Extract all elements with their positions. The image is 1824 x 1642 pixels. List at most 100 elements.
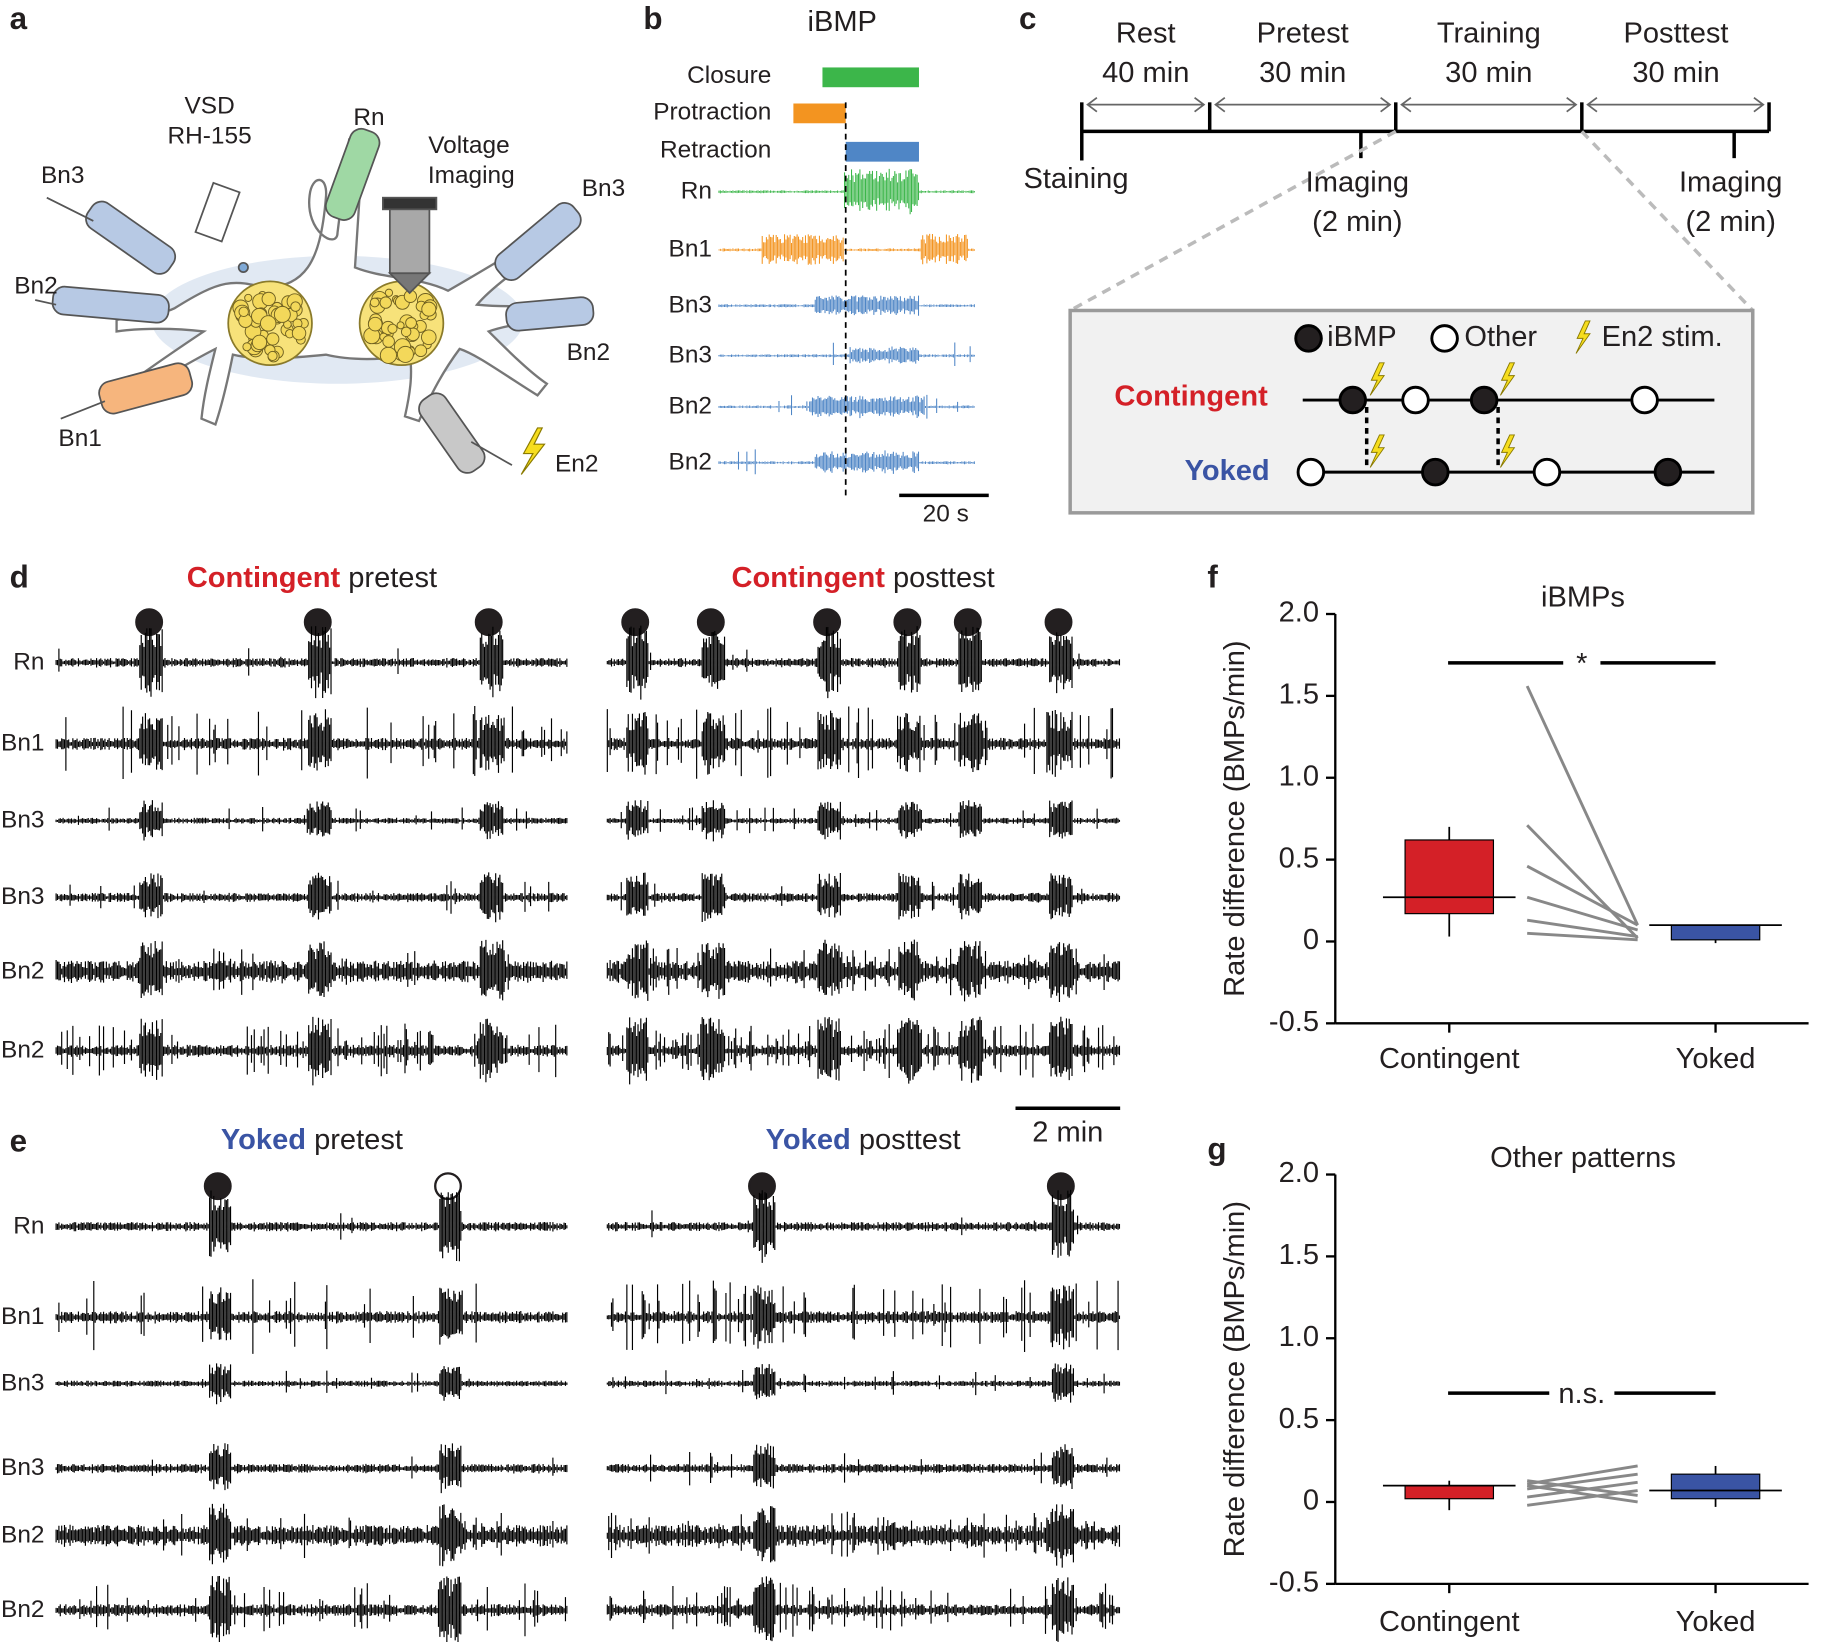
chart-title: iBMPs bbox=[1541, 582, 1625, 614]
y-tick-label: 2.0 bbox=[1279, 1157, 1319, 1189]
y-tick-label: 0.5 bbox=[1279, 842, 1319, 874]
panel-label: e bbox=[10, 1123, 27, 1158]
label: Voltage bbox=[428, 132, 509, 159]
cell bbox=[396, 321, 405, 330]
legend-label: Other bbox=[1464, 321, 1537, 353]
trace bbox=[55, 1363, 568, 1405]
trace bbox=[606, 1363, 1121, 1403]
cell bbox=[259, 315, 277, 332]
trace bbox=[606, 1576, 1121, 1642]
cell bbox=[405, 317, 417, 329]
event-marker bbox=[696, 608, 725, 637]
label: Bn2 bbox=[567, 339, 610, 366]
panel-label: f bbox=[1207, 559, 1218, 594]
trace bbox=[55, 1503, 568, 1567]
cell bbox=[242, 342, 252, 352]
channel-label: Rn bbox=[681, 177, 712, 204]
channel-label: Bn1 bbox=[1, 730, 44, 757]
trace bbox=[718, 342, 975, 366]
condition-label: Contingent bbox=[1114, 380, 1268, 412]
protocol bbox=[1294, 324, 1715, 487]
cell bbox=[421, 329, 437, 346]
electrodes bbox=[34, 127, 595, 474]
box bbox=[1404, 839, 1495, 915]
label: En2 bbox=[555, 451, 598, 478]
trace bbox=[606, 706, 1121, 779]
channel-label: Rn bbox=[13, 648, 44, 675]
nerves bbox=[115, 138, 589, 427]
phase: pretest bbox=[314, 1123, 403, 1155]
arrows bbox=[1069, 96, 1765, 313]
trace bbox=[606, 1504, 1121, 1568]
x-tick-label: Yoked bbox=[1676, 1043, 1756, 1075]
group: Yoked bbox=[221, 1123, 306, 1155]
trace bbox=[606, 1443, 1121, 1489]
box bbox=[1404, 1485, 1495, 1500]
channel-label: Bn2 bbox=[1, 1522, 44, 1549]
y-tick-label: 1.5 bbox=[1279, 1239, 1319, 1271]
trace-title: Yoked pretest bbox=[221, 1123, 403, 1155]
channel-label: Bn3 bbox=[1, 1369, 44, 1396]
group: Contingent bbox=[187, 562, 341, 594]
paired-line bbox=[1526, 1489, 1638, 1507]
channel-label: Bn2 bbox=[669, 448, 712, 475]
stim-icons bbox=[1369, 320, 1591, 468]
cell bbox=[367, 316, 383, 332]
paired-line bbox=[1526, 1484, 1638, 1504]
trace bbox=[55, 939, 568, 1001]
traces: Rn Bn1 Bn3 Bn3 Bn2 Bn2 bbox=[669, 168, 975, 475]
panel-label: c bbox=[1019, 1, 1036, 36]
phase-bar bbox=[793, 103, 846, 124]
imaging-label: Imaging bbox=[1306, 166, 1409, 198]
stage-name: Rest bbox=[1116, 18, 1176, 50]
channel-label: Bn1 bbox=[1, 1303, 44, 1330]
y-tick-label: -0.5 bbox=[1269, 1006, 1319, 1038]
cell bbox=[400, 326, 412, 338]
x-tick-label: Yoked bbox=[1676, 1606, 1756, 1638]
traces: Rn Bn1 Bn3 Bn3 Bn2 Bn2 Rn Bn1 Bn3 Bn3 Bn2 Bn2 bbox=[1, 608, 1121, 1642]
phase: posttest bbox=[859, 1123, 961, 1155]
phase-label: Retraction bbox=[660, 137, 771, 164]
trace bbox=[606, 625, 1121, 700]
paired-line bbox=[1526, 1472, 1638, 1491]
cell bbox=[387, 323, 398, 334]
stim-icon bbox=[520, 427, 546, 475]
label: Rn bbox=[353, 104, 384, 131]
cell bbox=[291, 325, 307, 341]
label: Bn2 bbox=[14, 273, 57, 300]
schematic: VSD RH-155 Rn Voltage Imaging Bn3 Bn3 Bn… bbox=[14, 92, 625, 477]
event-marker bbox=[893, 608, 922, 637]
phase: pretest bbox=[348, 562, 437, 594]
panel-label: d bbox=[10, 559, 29, 594]
y-axis-label: Rate difference (BMPs/min) bbox=[1219, 640, 1251, 996]
label: VSD bbox=[185, 92, 235, 119]
channel-label: Rn bbox=[13, 1212, 44, 1239]
cell bbox=[414, 344, 428, 358]
phase: posttest bbox=[893, 562, 995, 594]
label: Imaging bbox=[428, 162, 515, 189]
y-tick-label: 2.0 bbox=[1279, 597, 1319, 629]
panel-title: iBMP bbox=[808, 6, 877, 38]
cell bbox=[384, 288, 394, 297]
trace bbox=[55, 1279, 568, 1354]
significance-label: * bbox=[1576, 648, 1587, 680]
condition-label: Yoked bbox=[1185, 455, 1270, 487]
chart-title: Other patterns bbox=[1490, 1142, 1676, 1174]
y-tick-label: 1.0 bbox=[1279, 1321, 1319, 1353]
y-axis-label: Rate difference (BMPs/min) bbox=[1219, 1201, 1251, 1557]
x-tick-label: Contingent bbox=[1379, 1043, 1520, 1075]
channel-label: Bn2 bbox=[669, 392, 712, 419]
charts: iBMPs Rate difference (BMPs/min) -0.5 0 0.5 1… bbox=[1219, 582, 1809, 1638]
phase-bar bbox=[845, 141, 919, 162]
cell bbox=[379, 346, 397, 364]
event-marker bbox=[203, 1172, 232, 1201]
cell bbox=[266, 332, 280, 346]
cell bbox=[251, 334, 268, 351]
imaging-label: (2 min) bbox=[1685, 206, 1775, 238]
group: Yoked bbox=[766, 1123, 851, 1155]
scale-label: 2 min bbox=[1032, 1116, 1103, 1148]
event-marker bbox=[813, 608, 842, 637]
trace bbox=[718, 295, 975, 316]
